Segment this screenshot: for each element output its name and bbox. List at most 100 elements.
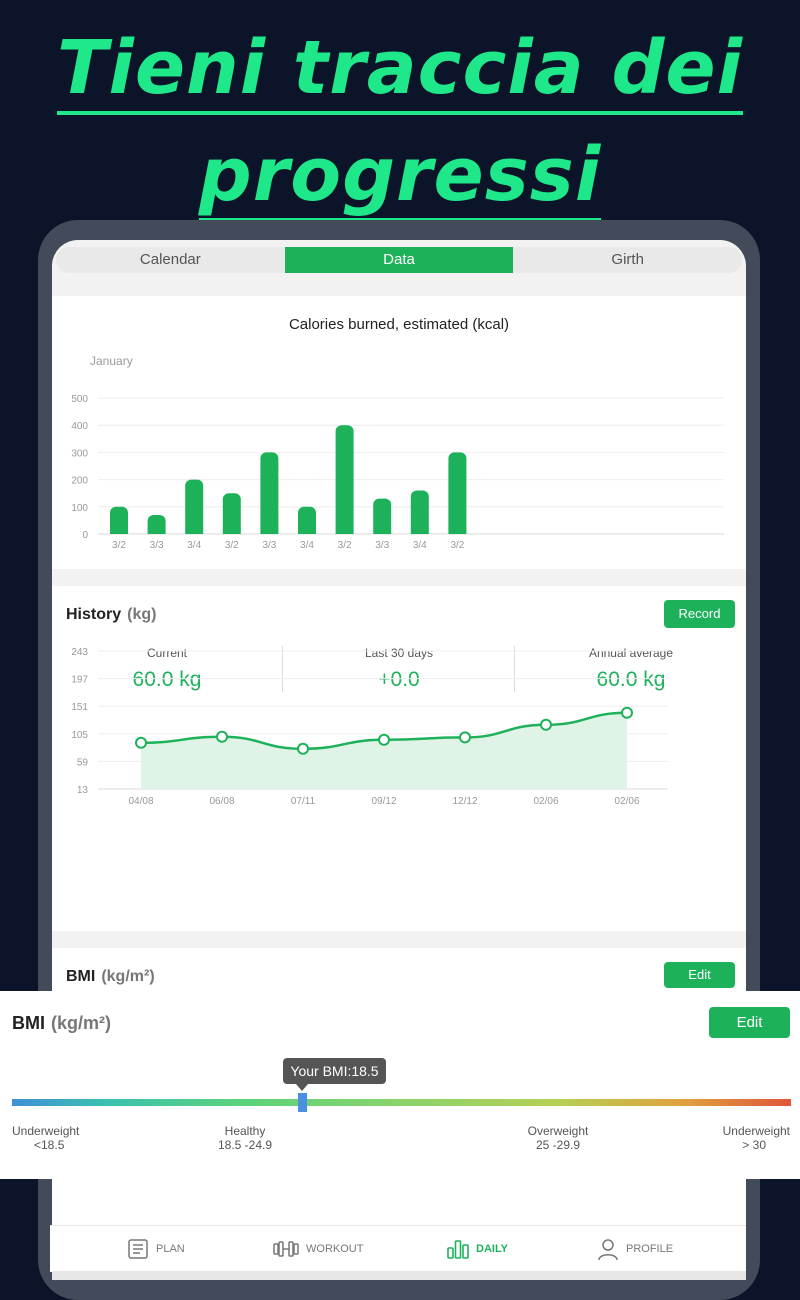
bar bbox=[222, 493, 241, 534]
x-tick-label: 3/3 bbox=[375, 540, 389, 551]
stat-annual-average-label: Annual average bbox=[588, 646, 674, 660]
x-tick-label: 3/4 bbox=[413, 540, 427, 551]
bar-base bbox=[185, 528, 204, 534]
x-tick-label: 3/2 bbox=[338, 540, 352, 551]
bar-base bbox=[147, 528, 166, 534]
x-tick-label: 12/12 bbox=[452, 796, 477, 807]
data-point bbox=[297, 742, 309, 755]
bmi-card-title-text: BMI bbox=[66, 968, 96, 985]
headline-line-2: progressi bbox=[198, 132, 602, 222]
bmi-tooltip: Your BMI:18.5 bbox=[283, 1058, 386, 1084]
y-tick-label: 59 bbox=[77, 757, 89, 768]
app-screen: Calendar Data Girth Calories burned, est… bbox=[52, 240, 746, 1280]
y-tick-label: 13 bbox=[77, 785, 89, 796]
data-point bbox=[540, 718, 552, 731]
x-tick-label: 3/3 bbox=[262, 540, 276, 551]
bmi-category-name: Overweight bbox=[527, 1124, 589, 1138]
dumbbell-icon bbox=[273, 1241, 299, 1257]
bar-base bbox=[448, 528, 467, 534]
bmi-title: BMI (kg/m²) bbox=[12, 1013, 111, 1034]
bmi-scale-bar bbox=[12, 1099, 791, 1106]
stat-last-30-days-label: Last 30 days bbox=[364, 646, 434, 660]
bmi-zoom-panel: BMI (kg/m²) Edit Your BMI:18.5 Underweigh… bbox=[0, 991, 800, 1179]
bar bbox=[448, 452, 467, 534]
nav-profile-label: PROFILE bbox=[626, 1243, 674, 1255]
bmi-category-range: 25 -29.9 bbox=[535, 1138, 581, 1152]
nav-workout[interactable]: WORKOUT bbox=[272, 1226, 363, 1272]
x-tick-label: 3/2 bbox=[450, 540, 464, 551]
bmi-unit: (kg/m²) bbox=[51, 1013, 111, 1033]
tab-calendar[interactable]: Calendar bbox=[139, 251, 201, 268]
record-button[interactable]: Record bbox=[664, 600, 735, 628]
stat-divider bbox=[282, 646, 283, 692]
y-tick-label: 300 bbox=[71, 448, 88, 459]
bmi-tooltip-arrow bbox=[296, 1084, 308, 1091]
stat-current: Current 60.0 kg bbox=[52, 646, 282, 692]
bar bbox=[110, 506, 128, 534]
bar-base bbox=[110, 528, 128, 534]
x-tick-label: 06/08 bbox=[209, 796, 234, 807]
x-tick-label: 07/11 bbox=[291, 796, 316, 807]
stat-divider bbox=[514, 646, 515, 692]
nav-plan[interactable]: PLAN bbox=[126, 1226, 185, 1272]
x-tick-label: 02/06 bbox=[614, 796, 639, 807]
calories-card: Calories burned, estimated (kcal) Januar… bbox=[52, 296, 746, 569]
y-tick-label: 200 bbox=[71, 476, 88, 487]
x-tick-label: 3/4 bbox=[300, 540, 314, 551]
tab-data[interactable]: Data bbox=[284, 247, 514, 273]
bmi-category-name: Underweight bbox=[12, 1124, 80, 1138]
bottom-nav: PLAN WORKOUT DAILY PROFILE bbox=[50, 1225, 746, 1272]
bmi-category-range: <18.5 bbox=[34, 1138, 65, 1152]
headline: Tieni traccia dei progressi bbox=[0, 18, 800, 225]
nav-plan-label: PLAN bbox=[156, 1243, 185, 1255]
calories-chart-title: Calories burned, estimated (kcal) bbox=[288, 316, 510, 333]
bmi-card-title: BMI (kg/m²) bbox=[66, 968, 155, 986]
x-tick-label: 09/12 bbox=[371, 796, 396, 807]
stat-annual-average: Annual average 60.0 kg bbox=[516, 646, 746, 692]
bmi-edit-button-small[interactable]: Edit bbox=[664, 962, 735, 988]
x-tick-label: 3/3 bbox=[150, 540, 164, 551]
tab-girth[interactable]: Girth bbox=[611, 251, 644, 268]
bar-base bbox=[373, 528, 392, 534]
stat-current-value: 60.0 kg bbox=[132, 668, 202, 691]
bar-base bbox=[410, 528, 429, 534]
y-tick-label: 400 bbox=[71, 421, 88, 432]
bar-chart-icon bbox=[447, 1240, 469, 1259]
bmi-edit-button[interactable]: Edit bbox=[709, 1007, 790, 1038]
x-tick-label: 3/4 bbox=[187, 540, 201, 551]
nav-workout-label: WORKOUT bbox=[306, 1243, 364, 1255]
y-tick-label: 243 bbox=[71, 647, 88, 658]
bar-base bbox=[222, 528, 241, 534]
x-tick-label: 02/06 bbox=[533, 796, 558, 807]
y-tick-label: 100 bbox=[71, 503, 88, 514]
bar-base bbox=[335, 528, 354, 534]
bmi-category-name: Underweight bbox=[722, 1124, 790, 1138]
bar bbox=[410, 490, 429, 534]
bmi-marker[interactable] bbox=[298, 1093, 307, 1112]
bmi-category-range: > 30 bbox=[742, 1138, 766, 1152]
plan-icon bbox=[128, 1239, 148, 1259]
bmi-category-obese: Underweight > 30 bbox=[704, 1124, 790, 1152]
history-title: History (kg) bbox=[66, 606, 156, 624]
calories-bar-chart: 0 100 200 300 400 500 3/2 3/3 3/4 3/2 3/3 3/4 3/2 3/3… bbox=[71, 394, 724, 551]
history-card: History (kg) Record Current 60.0 kg Last … bbox=[52, 586, 746, 931]
bar bbox=[373, 498, 392, 534]
nav-daily[interactable]: DAILY bbox=[446, 1226, 508, 1272]
data-point bbox=[621, 706, 633, 719]
bmi-card-unit: (kg/m²) bbox=[101, 968, 155, 985]
nav-profile[interactable]: PROFILE bbox=[596, 1226, 673, 1272]
bar bbox=[260, 452, 279, 534]
data-point bbox=[135, 736, 147, 749]
y-tick-label: 500 bbox=[71, 394, 88, 405]
calories-month-label: January bbox=[90, 354, 133, 368]
bar bbox=[335, 425, 354, 534]
person-icon bbox=[598, 1239, 618, 1261]
headline-line-1: Tieni traccia dei bbox=[57, 25, 743, 115]
history-unit: (kg) bbox=[127, 606, 157, 623]
bar bbox=[298, 506, 316, 534]
x-tick-label: 04/08 bbox=[128, 796, 153, 807]
x-tick-label: 3/2 bbox=[112, 540, 126, 551]
bottom-strip bbox=[52, 1271, 746, 1280]
history-title-text: History bbox=[66, 606, 122, 623]
x-tick-label: 3/2 bbox=[225, 540, 239, 551]
